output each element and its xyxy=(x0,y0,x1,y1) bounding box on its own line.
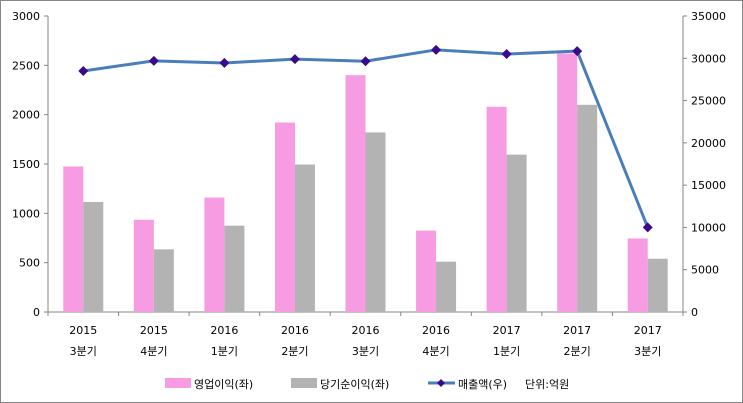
bar-net-income xyxy=(224,225,245,312)
bar-operating-profit xyxy=(204,197,225,312)
legend-marker-revenue xyxy=(437,379,445,387)
bar-operating-profit xyxy=(416,230,437,312)
revenue-marker xyxy=(289,54,300,65)
legend-swatch-operating-profit xyxy=(165,378,191,388)
right-tick-label: 15000 xyxy=(691,179,726,192)
x-tick-label-quarter: 3분기 xyxy=(352,345,379,358)
legend-label-net-income: 당기순이익(좌) xyxy=(320,378,389,391)
x-tick-label-year: 2017 xyxy=(563,324,591,337)
revenue-marker xyxy=(642,222,653,233)
revenue-marker xyxy=(148,55,159,66)
x-tick-label-quarter: 2분기 xyxy=(564,345,591,358)
right-tick-label: 0 xyxy=(691,306,698,319)
x-tick-label-year: 2016 xyxy=(281,324,309,337)
left-tick-label: 2500 xyxy=(12,59,40,72)
x-tick-label-quarter: 3분기 xyxy=(70,345,97,358)
x-tick-label-quarter: 4분기 xyxy=(140,345,167,358)
x-tick-label-year: 2017 xyxy=(634,324,662,337)
x-tick-label-quarter: 2분기 xyxy=(281,345,308,358)
x-tick-label-year: 2016 xyxy=(210,324,238,337)
revenue-marker xyxy=(501,49,512,60)
bar-net-income xyxy=(647,258,668,312)
left-tick-label: 0 xyxy=(33,306,40,319)
bar-net-income xyxy=(577,104,598,312)
bar-operating-profit xyxy=(133,219,154,312)
legend-label-operating-profit: 영업이익(좌) xyxy=(194,378,253,391)
right-tick-label: 10000 xyxy=(691,221,726,234)
x-tick-label-year: 2015 xyxy=(69,324,97,337)
bar-operating-profit xyxy=(627,238,648,312)
unit-note: 단위:억원 xyxy=(525,378,569,391)
x-tick-label-year: 2017 xyxy=(493,324,521,337)
revenue-marker xyxy=(360,56,371,67)
x-tick-label-year: 2015 xyxy=(140,324,168,337)
left-tick-label: 1000 xyxy=(12,207,40,220)
right-tick-label: 20000 xyxy=(691,137,726,150)
right-tick-label: 30000 xyxy=(691,52,726,65)
right-tick-label: 35000 xyxy=(691,10,726,23)
revenue-marker xyxy=(572,46,583,57)
left-tick-label: 1500 xyxy=(12,158,40,171)
x-tick-label-quarter: 1분기 xyxy=(493,345,520,358)
x-tick-label-quarter: 4분기 xyxy=(422,345,449,358)
bar-net-income xyxy=(83,201,104,312)
right-tick-label: 5000 xyxy=(691,264,719,277)
bar-net-income xyxy=(153,249,174,312)
revenue-marker xyxy=(219,57,230,68)
left-tick-label: 500 xyxy=(19,257,40,270)
bar-operating-profit xyxy=(274,122,295,312)
legend-swatch-net-income xyxy=(291,378,317,388)
bar-net-income xyxy=(365,132,386,312)
left-tick-label: 3000 xyxy=(12,10,40,23)
revenue-marker xyxy=(78,65,89,76)
left-tick-label: 2000 xyxy=(12,109,40,122)
revenue-marker xyxy=(431,44,442,55)
bar-net-income xyxy=(506,154,527,312)
legend-label-revenue: 매출액(우) xyxy=(458,378,507,391)
bar-net-income xyxy=(294,164,315,312)
x-tick-label-year: 2016 xyxy=(422,324,450,337)
right-tick-label: 25000 xyxy=(691,95,726,108)
bar-operating-profit xyxy=(486,106,507,312)
x-tick-label-year: 2016 xyxy=(352,324,380,337)
bar-operating-profit xyxy=(345,75,366,312)
x-tick-label-quarter: 1분기 xyxy=(211,345,238,358)
x-tick-label-quarter: 3분기 xyxy=(634,345,661,358)
bar-net-income xyxy=(436,261,457,312)
bar-operating-profit xyxy=(63,166,84,312)
bar-operating-profit xyxy=(557,53,578,312)
